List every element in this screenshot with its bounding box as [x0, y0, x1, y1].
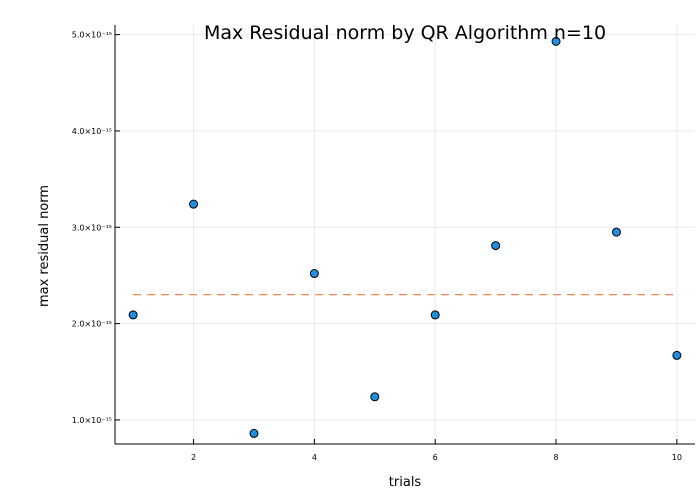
data-point-0-7: [551, 36, 561, 46]
y-tick-label-3: 4.0×10⁻¹⁵: [72, 127, 112, 136]
axes: [114, 25, 695, 445]
y-tick-label-1: 2.0×10⁻¹⁵: [72, 320, 112, 329]
data-point-0-0: [128, 310, 138, 320]
y-tick-label-0: 1.0×10⁻¹⁵: [72, 416, 112, 425]
x-axis-label: trials: [389, 475, 422, 490]
data-point-0-8: [611, 227, 621, 237]
x-tick-label-4: 10: [672, 453, 682, 462]
chart-title: Max Residual norm by QR Algorithm n=10: [204, 22, 606, 44]
x-tick-label-0: 2: [191, 453, 196, 462]
ticks: 2 4 6 8 10 1.0×10⁻¹⁵ 2.0×10⁻¹⁵ 3.0×10⁻¹⁵ 4.0×10⁻…: [72, 31, 682, 462]
data-point-0-9: [672, 350, 682, 360]
points-layer: [128, 36, 682, 438]
y-tick-label-2: 3.0×10⁻¹⁵: [72, 223, 112, 232]
data-point-0-6: [491, 241, 501, 251]
data-point-0-5: [430, 310, 440, 320]
data-point-0-2: [249, 428, 259, 438]
data-point-0-3: [309, 269, 319, 279]
y-axis-label: max residual norm: [37, 185, 52, 307]
x-tick-label-2: 6: [433, 453, 438, 462]
x-tick-label-1: 4: [312, 453, 317, 462]
data-point-0-4: [370, 392, 380, 402]
data-point-0-1: [189, 199, 199, 209]
y-tick-label-4: 5.0×10⁻¹⁵: [72, 31, 112, 40]
x-tick-label-3: 8: [553, 453, 558, 462]
grid: [115, 25, 695, 444]
